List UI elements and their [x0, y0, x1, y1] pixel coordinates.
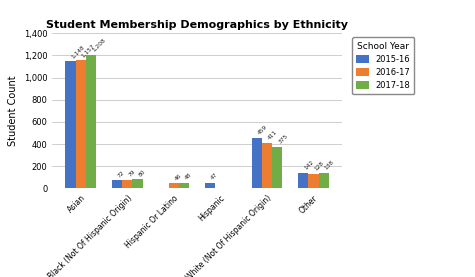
Text: 142: 142: [303, 159, 314, 171]
Text: 138: 138: [323, 160, 335, 171]
Text: 375: 375: [277, 133, 289, 145]
Text: 48: 48: [184, 172, 193, 181]
Bar: [298, 173, 308, 188]
Text: 411: 411: [267, 130, 278, 141]
Bar: [262, 143, 272, 188]
Bar: [179, 183, 189, 188]
Bar: [169, 183, 179, 188]
Bar: [205, 183, 215, 188]
Y-axis label: Student Count: Student Count: [8, 76, 18, 146]
Bar: [66, 61, 76, 188]
Text: 1,208: 1,208: [91, 37, 106, 53]
Bar: [76, 60, 86, 188]
Text: 1,148: 1,148: [71, 44, 86, 59]
Text: 128: 128: [314, 161, 325, 172]
Text: 79: 79: [127, 169, 136, 178]
Text: 47: 47: [210, 172, 219, 181]
Text: 46: 46: [174, 173, 182, 181]
Legend: 2015-16, 2016-17, 2017-18: 2015-16, 2016-17, 2017-18: [352, 37, 414, 94]
Bar: [112, 180, 122, 188]
Bar: [319, 173, 329, 188]
Title: Student Membership Demographics by Ethnicity: Student Membership Demographics by Ethni…: [46, 20, 348, 30]
Text: 72: 72: [117, 170, 126, 178]
Text: 459: 459: [256, 124, 268, 135]
Bar: [308, 174, 319, 188]
Bar: [252, 137, 262, 188]
Bar: [122, 179, 133, 188]
Text: 1,157: 1,157: [81, 43, 96, 58]
Bar: [86, 55, 96, 188]
Text: 80: 80: [138, 169, 146, 178]
Bar: [133, 179, 142, 188]
Bar: [272, 147, 282, 188]
